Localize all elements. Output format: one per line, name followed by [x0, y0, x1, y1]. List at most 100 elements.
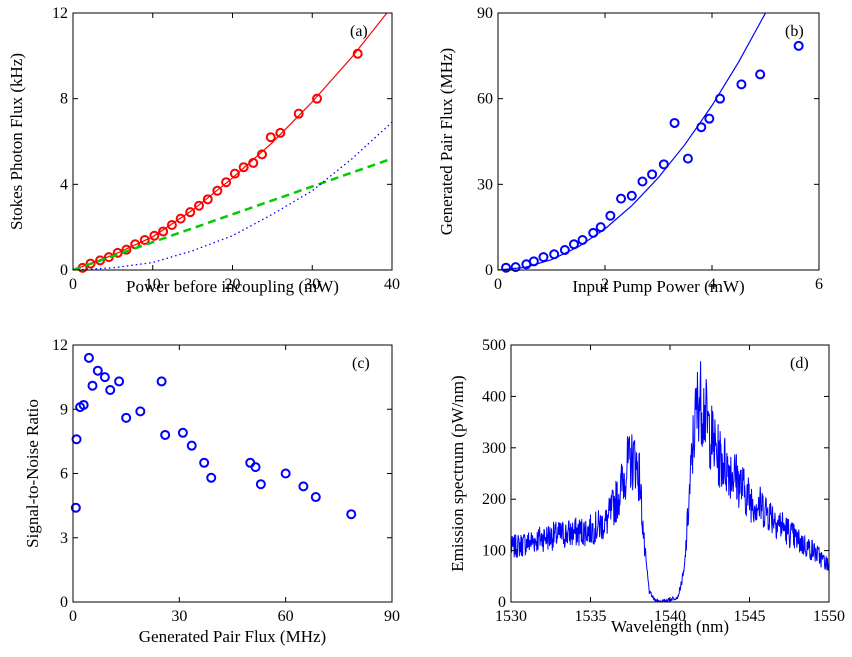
- chart-a-series-0-point-23: [293, 108, 304, 119]
- chart-a-series-0-point-10: [166, 220, 177, 231]
- chart-d-series-0-line: [511, 361, 829, 602]
- chart-a-series-0-point-1: [85, 258, 96, 269]
- chart-d-xtick-label-1: 1535: [575, 608, 607, 625]
- chart-c-xtick-label-0: 0: [69, 608, 77, 625]
- chart-c-series-0-point-4: [83, 352, 94, 363]
- chart-c-series-0-point-20: [255, 479, 266, 490]
- chart-a-series-0-point-24: [312, 93, 323, 104]
- chart-a-xtick-label-2: 20: [225, 276, 241, 293]
- chart-b-series-1-line: [498, 13, 767, 270]
- chart-c-series-0-point-6: [92, 365, 103, 376]
- chart-c-series-0-point-14: [177, 427, 188, 438]
- chart-a-frame: [72, 12, 393, 271]
- chart-b-series-0-point-17: [669, 117, 680, 128]
- chart-c-series-0-point-1: [71, 434, 82, 445]
- chart-a-series-0-point-8: [149, 230, 160, 241]
- chart-b-ylabel: Generated Pair Flux (MHz): [437, 48, 456, 235]
- chart-c-ytick-label-3: 9: [60, 401, 68, 418]
- chart-a-series-0-point-13: [194, 200, 205, 211]
- chart-b-xtick-label-1: 2: [601, 276, 609, 293]
- chart-c-panel-label: (c): [352, 355, 370, 372]
- chart-a-ytick-label-3: 12: [52, 5, 68, 22]
- chart-a-series-0-point-5: [121, 244, 132, 255]
- chart-a-xtick-label-1: 10: [145, 276, 161, 293]
- chart-b-series-0-point-23: [755, 69, 766, 80]
- chart-a-series-0-point-22: [275, 127, 286, 138]
- panel-c: 0 30 60 90 0 3 6 9 12 Generated Pair Flux (MHz) Si…: [23, 337, 400, 646]
- chart-b-series-0-point-24: [793, 40, 804, 51]
- chart-a-series-2-line: [73, 157, 392, 270]
- chart-a-panel-label: (a): [350, 23, 368, 40]
- chart-c-series-0-point-0: [70, 502, 81, 513]
- chart-c-series-0-point-13: [160, 429, 171, 440]
- chart-c-series-0-point-17: [206, 472, 217, 483]
- chart-b-series-0-point-0: [501, 262, 512, 273]
- chart-d-ytick-label-0: 0: [498, 594, 506, 611]
- chart-b-series-0-point-15: [647, 169, 658, 180]
- chart-a-series-0-point-9: [158, 226, 169, 237]
- chart-b-series-0-point-18: [682, 153, 693, 164]
- chart-b-series-0-point-1: [510, 262, 521, 273]
- chart-b-series-0-point-9: [588, 227, 599, 238]
- chart-c-xlabel: Generated Pair Flux (MHz): [139, 627, 326, 646]
- chart-b-frame: [497, 12, 820, 271]
- chart-a-series-3-line: [73, 121, 392, 270]
- chart-c-series-0-point-12: [156, 376, 167, 387]
- panel-d: 1530 1535 1540 1545 1550 0 100 200 300 400 500 Wave…: [448, 337, 845, 636]
- chart-a-ytick-label-2: 8: [60, 91, 68, 108]
- chart-b-ytick-label-0: 0: [485, 262, 493, 279]
- chart-c-ylabel: Signal-to-Noise Ratio: [23, 399, 42, 548]
- chart-c-series-0-point-19: [250, 462, 261, 473]
- chart-c-xtick-label-1: 30: [171, 608, 187, 625]
- chart-d-ytick-label-3: 300: [482, 440, 506, 457]
- chart-c-ytick-label-4: 12: [52, 337, 68, 354]
- chart-d-ytick-label-4: 400: [482, 388, 506, 405]
- chart-c-series-0-point-7: [99, 372, 110, 383]
- chart-a-series-1-line: [73, 13, 388, 270]
- chart-b-series-0-point-20: [704, 113, 715, 124]
- chart-c-series-0-point-10: [121, 412, 132, 423]
- chart-d-frame: [510, 344, 830, 603]
- chart-d-xtick-label-0: 1530: [495, 608, 527, 625]
- chart-d-xtick-label-4: 1550: [813, 608, 845, 625]
- chart-c-series-0-point-8: [105, 384, 116, 395]
- chart-a-ytick-label-1: 4: [60, 176, 68, 193]
- chart-b-panel-label: (b): [785, 23, 804, 40]
- chart-c-ytick-label-2: 6: [60, 466, 68, 483]
- chart-c-series-0-point-5: [87, 380, 98, 391]
- chart-b-series-0-point-14: [637, 176, 648, 187]
- chart-c-series-0-point-15: [186, 440, 197, 451]
- chart-b-xtick-label-2: 4: [708, 276, 716, 293]
- chart-b-ytick-label-1: 30: [477, 176, 493, 193]
- chart-d-ytick-label-2: 200: [482, 491, 506, 508]
- chart-d-ylabel: Emission spectrum (pW/nm): [448, 375, 467, 571]
- chart-b-series-0-point-13: [626, 190, 637, 201]
- chart-a-series-0-point-7: [139, 235, 150, 246]
- chart-d-ytick-label-5: 500: [482, 337, 506, 354]
- chart-a-series-0-point-12: [185, 207, 196, 218]
- chart-d-xlabel: Wavelength (nm): [611, 617, 729, 636]
- chart-a-series-0-point-16: [221, 177, 232, 188]
- chart-b-series-0-point-3: [528, 256, 539, 267]
- chart-b-ytick-label-3: 90: [477, 5, 493, 22]
- chart-b-xtick-label-0: 0: [494, 276, 502, 293]
- chart-d-ytick-label-1: 100: [482, 543, 506, 560]
- chart-b-xlabel: Input Pump Power (mW): [572, 277, 744, 296]
- chart-a-xtick-label-0: 0: [69, 276, 77, 293]
- chart-c-series-0-point-24: [346, 509, 357, 520]
- chart-b-series-0-point-11: [605, 210, 616, 221]
- chart-a-ylabel: Stokes Photon Flux (kHz): [7, 53, 26, 230]
- chart-c-ytick-label-1: 3: [60, 530, 68, 547]
- chart-b-series-0-point-4: [538, 252, 549, 263]
- chart-b-series-0-point-6: [559, 245, 570, 256]
- chart-c-series-0-point-22: [298, 481, 309, 492]
- chart-a-series-0-point-21: [265, 132, 276, 143]
- chart-c-series-0-point-11: [135, 406, 146, 417]
- chart-c-series-0-point-9: [114, 376, 125, 387]
- chart-b-series-0-point-16: [658, 159, 669, 170]
- chart-a-ytick-label-0: 0: [60, 262, 68, 279]
- chart-a-series-0-point-14: [202, 194, 213, 205]
- chart-b-ytick-label-2: 60: [477, 91, 493, 108]
